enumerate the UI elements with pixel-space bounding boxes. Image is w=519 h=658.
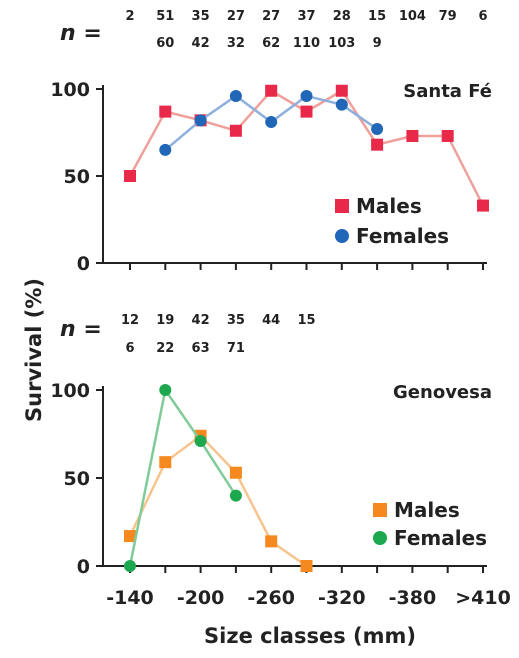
- legend-label-females: Females: [394, 526, 487, 550]
- n-male-label: 28: [333, 9, 351, 24]
- n-female-label: 42: [192, 36, 210, 51]
- panel-title: Santa Fé: [403, 81, 492, 102]
- n-male-label: 35: [192, 9, 210, 24]
- data-point-males: [300, 560, 313, 572]
- n-male-label: 6: [478, 9, 487, 24]
- x-tick-label: -380: [389, 587, 437, 609]
- y-axis-title: Survival (%): [22, 278, 46, 422]
- data-point-females: [371, 123, 384, 136]
- y-tick-label: 50: [64, 468, 90, 490]
- n-female-label: 63: [192, 341, 210, 356]
- panel-title: Genovesa: [393, 382, 492, 403]
- n-prefix: n =: [60, 21, 102, 46]
- n-female-label: 62: [262, 36, 280, 51]
- n-female-label: 110: [293, 36, 320, 51]
- data-point-males: [159, 105, 172, 118]
- n-male-label: 27: [227, 9, 245, 24]
- legend-label-females: Females: [356, 224, 449, 248]
- data-point-males: [371, 138, 384, 151]
- y-tick-label: 0: [77, 253, 90, 275]
- data-point-females: [300, 89, 313, 102]
- data-point-males: [300, 105, 313, 118]
- n-male-label: 15: [297, 313, 315, 328]
- data-point-males: [124, 530, 136, 543]
- n-male-label: 35: [227, 313, 245, 328]
- data-point-males: [265, 84, 278, 97]
- n-male-label: 19: [156, 313, 174, 328]
- data-point-males: [477, 199, 489, 212]
- x-tick-label: >410: [455, 587, 511, 609]
- x-tick-label: -200: [177, 587, 225, 609]
- n-female-label: 60: [156, 36, 174, 51]
- legend-label-males: Males: [356, 194, 422, 218]
- data-point-females: [265, 116, 278, 129]
- legend-label-males: Males: [394, 498, 460, 522]
- data-point-males: [335, 84, 348, 97]
- y-tick-label: 100: [50, 79, 90, 101]
- n-male-label: 37: [297, 9, 315, 24]
- y-tick-label: 50: [64, 166, 90, 188]
- data-point-females: [124, 560, 136, 572]
- n-male-label: 44: [262, 313, 280, 328]
- data-point-males: [229, 466, 242, 479]
- n-prefix: n =: [60, 317, 102, 342]
- x-tick-label: -260: [247, 587, 295, 609]
- legend-marker-females: [335, 229, 349, 243]
- data-point-males: [265, 535, 278, 548]
- legend-marker-males: [373, 503, 387, 517]
- panel-santa-fe: 0 50 100 n = 2 51 35 27 27 37 28 15 104 79 6 60 42 32 62 11…: [50, 9, 492, 275]
- n-female-label: 6: [125, 341, 134, 356]
- n-male-label: 79: [439, 9, 457, 24]
- n-male-label: 51: [156, 9, 174, 24]
- y-tick-label: 100: [50, 380, 90, 402]
- data-point-males: [229, 124, 242, 137]
- legend-marker-females: [373, 531, 387, 545]
- x-axis-title: Size classes (mm): [204, 624, 416, 648]
- y-tick-label: 0: [77, 556, 90, 578]
- x-axis-tick-labels: -140 -200 -260 -320 -380 >410: [106, 587, 511, 609]
- data-point-males: [406, 129, 419, 142]
- series-line-males: [128, 434, 308, 568]
- data-point-females: [159, 384, 172, 396]
- n-male-label: 104: [399, 9, 426, 24]
- n-male-label: 12: [121, 313, 139, 328]
- data-point-females: [194, 435, 207, 448]
- n-male-label: 15: [368, 9, 386, 24]
- n-female-label: 32: [227, 36, 245, 51]
- n-female-label: 71: [227, 341, 245, 356]
- n-female-label: 103: [328, 36, 355, 51]
- data-point-females: [229, 489, 242, 502]
- n-female-label: 22: [156, 341, 174, 356]
- n-male-label: 2: [125, 9, 134, 24]
- n-female-label: 9: [373, 36, 382, 51]
- series-line-females: [128, 386, 237, 567]
- x-tick-label: -140: [106, 587, 154, 609]
- n-male-label: 27: [262, 9, 280, 24]
- data-point-females: [335, 98, 348, 111]
- data-point-males: [159, 456, 172, 469]
- data-point-females: [159, 143, 172, 156]
- data-point-females: [194, 114, 207, 127]
- data-point-males: [124, 170, 136, 182]
- n-male-label: 42: [192, 313, 210, 328]
- legend-marker-males: [335, 199, 349, 213]
- panel-genovesa: 0 50 100 n = 12 19 42 35 44 15 6 22 63 71 Genovesa Male…: [50, 313, 492, 578]
- x-tick-label: -320: [318, 587, 366, 609]
- data-point-males: [441, 129, 454, 142]
- data-point-females: [229, 89, 242, 102]
